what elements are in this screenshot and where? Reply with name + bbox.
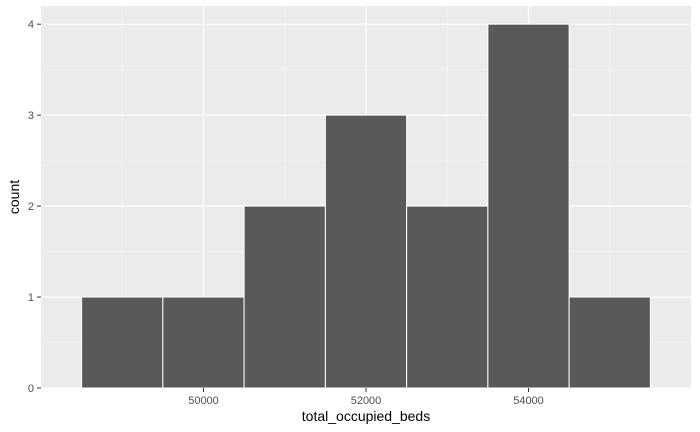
histogram-bar bbox=[243, 205, 326, 389]
histogram-bar bbox=[568, 296, 651, 389]
histogram-bar bbox=[162, 296, 245, 389]
histogram-bar bbox=[487, 23, 570, 389]
y-tick-label: 0 bbox=[28, 383, 34, 395]
y-axis-title: count bbox=[6, 180, 22, 214]
x-tick-label: 52000 bbox=[351, 395, 382, 407]
histogram-bar bbox=[406, 205, 489, 389]
x-axis: 50000 52000 54000 bbox=[188, 388, 544, 407]
y-tick-label: 1 bbox=[28, 292, 34, 304]
x-tick-label: 50000 bbox=[188, 395, 219, 407]
y-axis: 0 1 2 3 4 bbox=[28, 19, 41, 395]
x-axis-title: total_occupied_beds bbox=[302, 408, 430, 424]
y-tick-label: 3 bbox=[28, 110, 34, 122]
y-tick-label: 4 bbox=[28, 19, 34, 31]
y-tick-label: 2 bbox=[28, 201, 34, 213]
x-tick-label: 54000 bbox=[513, 395, 544, 407]
histogram-bar bbox=[324, 114, 408, 389]
histogram-bar bbox=[81, 296, 164, 389]
histogram-bars bbox=[81, 23, 651, 389]
